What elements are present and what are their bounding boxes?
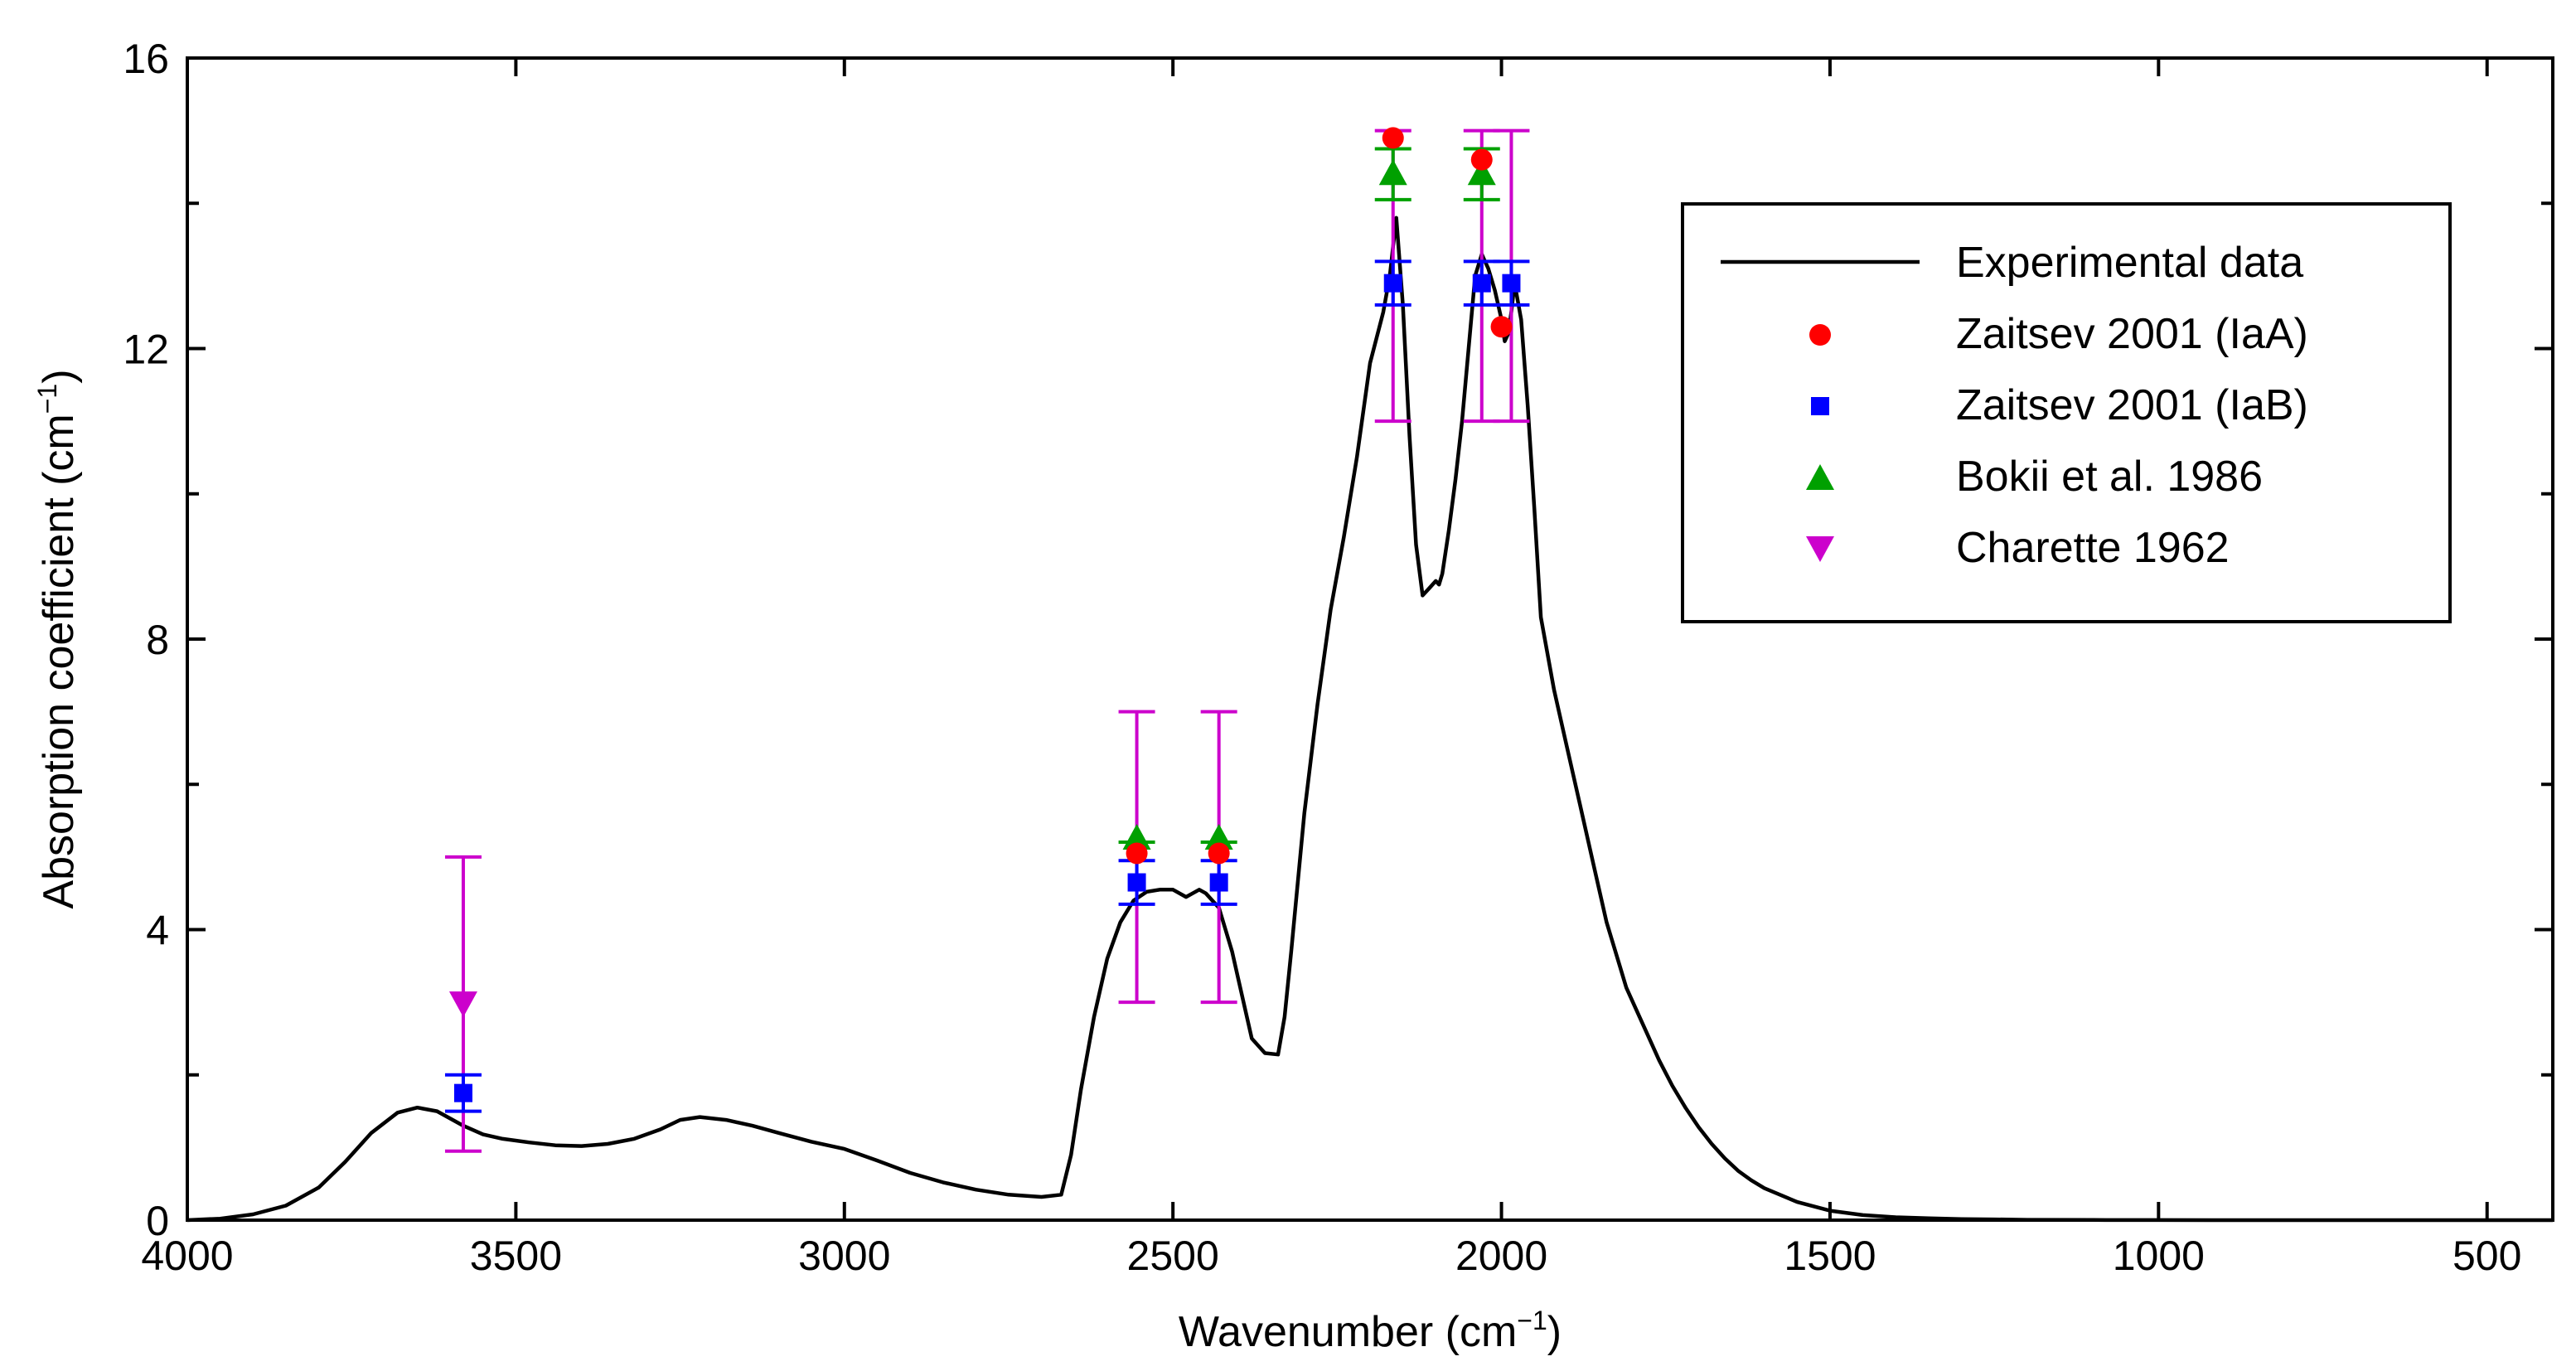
zaitsev-iab-point [1209, 873, 1228, 892]
x-axis-title: Wavenumber (cm−1) [1179, 1306, 1562, 1356]
y-axis-title: Absorption coefficient (cm−1) [32, 369, 83, 908]
plot-frame [186, 56, 2554, 1222]
legend-symbol-zaitsev-iab [1811, 397, 1829, 415]
x-tick-label: 2500 [1127, 1233, 1219, 1279]
legend-label-bokii: Bokii et al. 1986 [1956, 453, 2263, 501]
zaitsev-iab-point [453, 1083, 472, 1102]
charette-point [448, 991, 477, 1018]
zaitsev-iaa-point [1470, 148, 1493, 171]
tick-labels-layer: 4000 3500 3000 2500 2000 1500 1000 500 0 4 8 12 16 [123, 36, 2521, 1279]
legend-label-charette: Charette 1962 [1956, 524, 2230, 572]
y-tick-label: 12 [123, 327, 169, 373]
zaitsev-iaa-point [1126, 842, 1148, 865]
x-tick-label: 4000 [141, 1233, 233, 1279]
zaitsev-iab-point [1502, 274, 1521, 293]
x-tick-label: 2000 [1455, 1233, 1547, 1279]
legend-symbols [1721, 259, 1920, 562]
x-tick-label: 3000 [798, 1233, 890, 1279]
legend: Experimental data Zaitsev 2001 (IaA) Zai… [1681, 202, 2452, 623]
x-tick-label: 1500 [1784, 1233, 1876, 1279]
zaitsev-iab-point [1127, 873, 1146, 892]
legend-box [1681, 202, 2452, 623]
bokii-point [1122, 823, 1151, 850]
x-tick-label: 500 [2453, 1233, 2521, 1279]
bokii-point [1467, 159, 1496, 186]
legend-label-experimental: Experimental data [1956, 239, 2303, 287]
y-tick-label: 4 [146, 908, 169, 954]
zaitsev-iaa-point [1382, 127, 1404, 149]
legend-label-zaitsev-iab: Zaitsev 2001 (IaB) [1956, 381, 2308, 429]
legend-label-zaitsev-iaa: Zaitsev 2001 (IaA) [1956, 310, 2308, 358]
zaitsev-iab-point [1472, 274, 1491, 293]
y-tick-label: 8 [146, 617, 169, 663]
x-tick-label: 1000 [2113, 1233, 2205, 1279]
legend-symbol-zaitsev-iaa [1809, 324, 1831, 346]
zaitsev-iab-point [1383, 274, 1402, 293]
x-tick-label: 3500 [470, 1233, 562, 1279]
bokii-point [1378, 159, 1407, 186]
zaitsev-iaa-point [1208, 842, 1230, 865]
y-tick-label: 0 [146, 1198, 169, 1244]
bokii-point [1204, 823, 1233, 850]
zaitsev-iaa-point [1490, 316, 1513, 338]
y-tick-label: 16 [123, 36, 169, 82]
legend-symbol-charette [1806, 536, 1834, 562]
legend-symbol-bokii [1806, 464, 1834, 490]
series-layer [186, 127, 2553, 1223]
